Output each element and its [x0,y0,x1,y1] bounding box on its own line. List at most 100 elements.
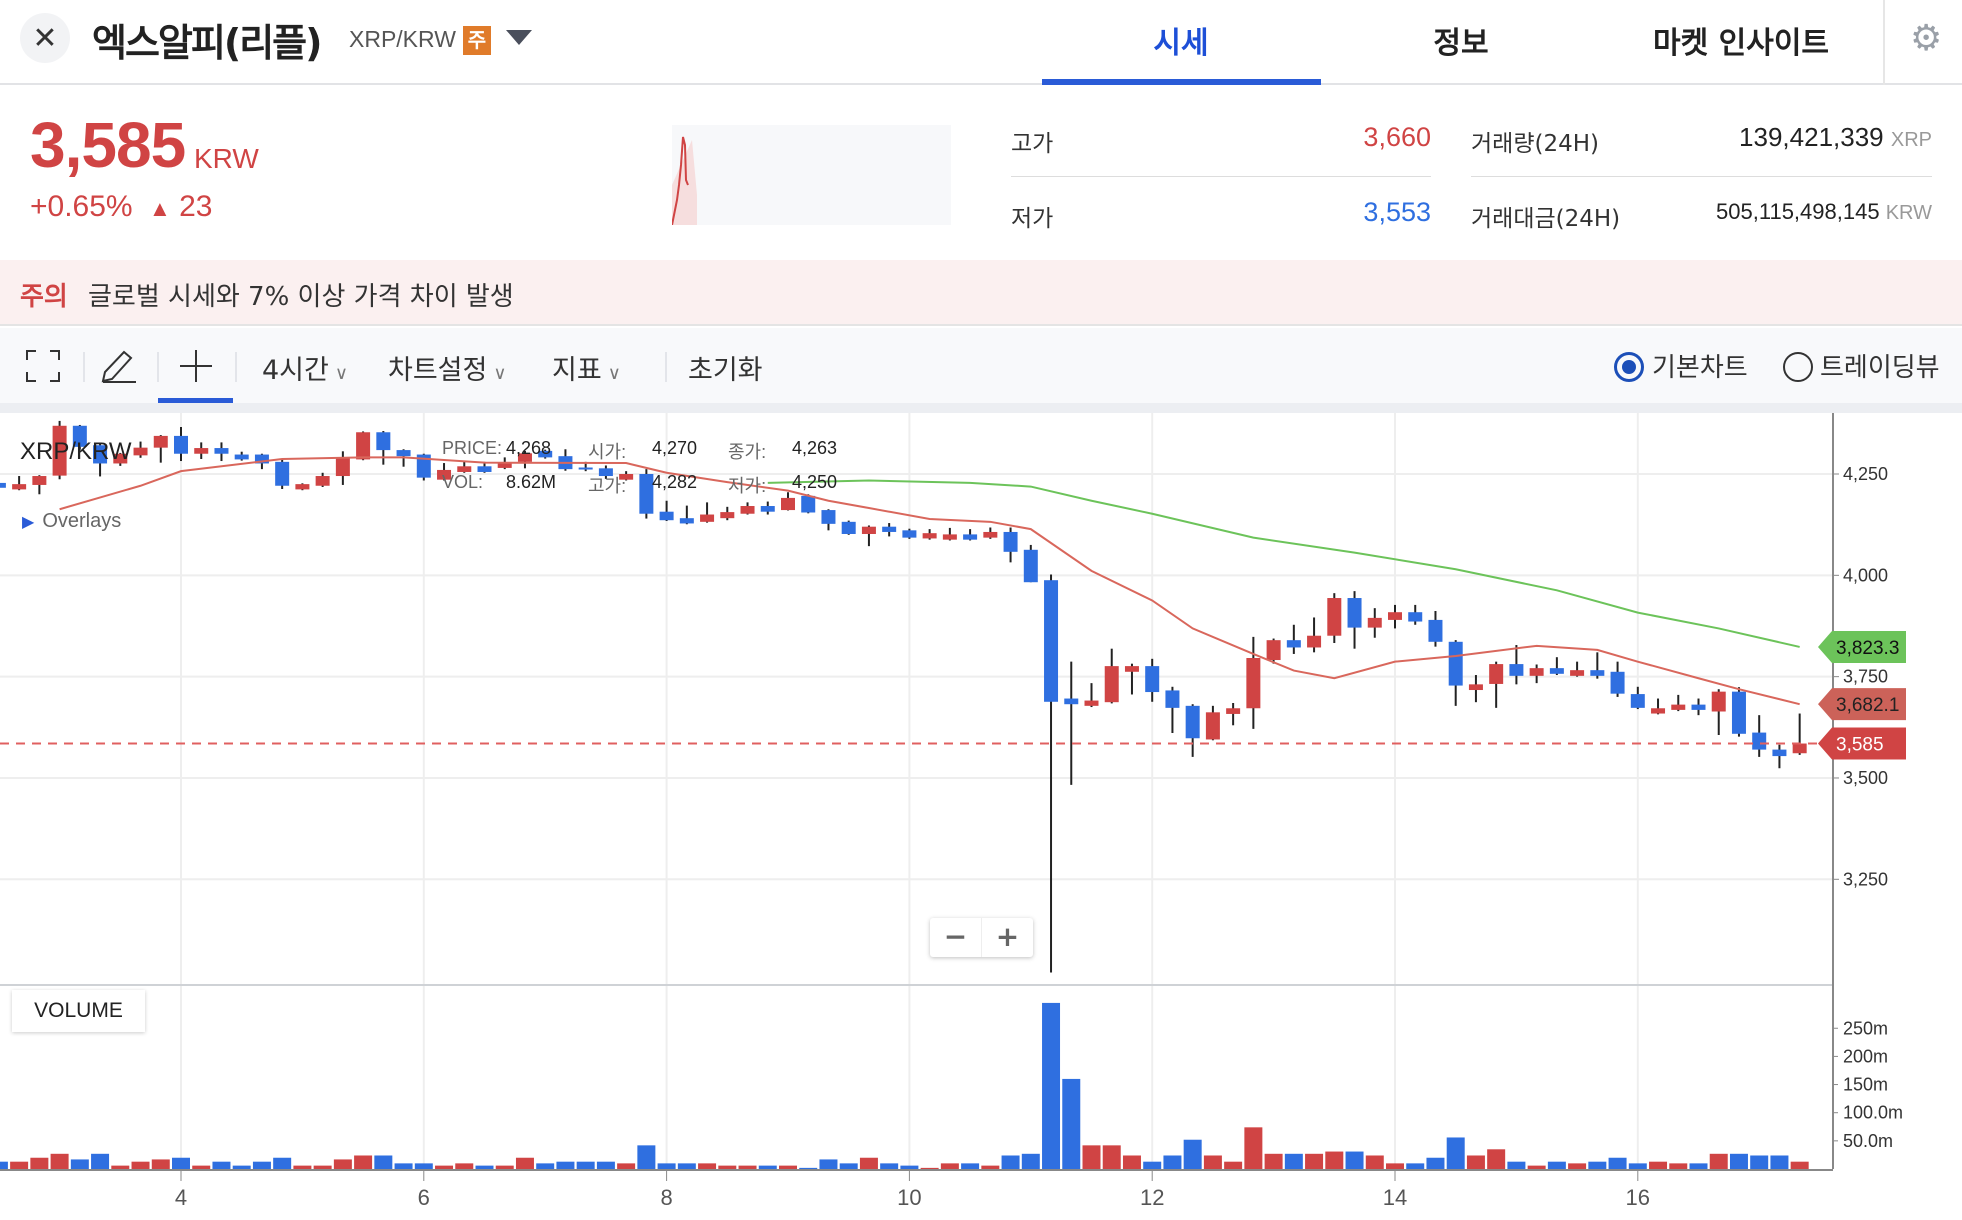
candle-down [760,506,775,512]
candle-down [1347,598,1362,628]
low-label: 저가 [1011,206,1054,232]
volume-number: 139,421,339 [1739,122,1884,152]
x-tick-label: 8 [660,1185,672,1210]
candle-down [1448,641,1463,686]
volume-bar [1183,1139,1202,1169]
zoom-controls: − + [930,918,1033,957]
volume-bar [293,1165,312,1169]
volume-bar [10,1161,29,1169]
volume-tick-label: 150m [1843,1075,1888,1095]
candle-up [1711,691,1726,712]
reset-button[interactable]: 초기화 [688,355,763,386]
volume-bar [30,1157,49,1169]
chevron-down-icon: ∨ [493,363,507,384]
volume-bar [313,1165,332,1169]
volume-bar [515,1157,534,1169]
volume-bar [1750,1155,1769,1169]
candle-down [1145,666,1160,693]
zoom-in-button[interactable]: + [995,920,1020,953]
volume-24h-label: 거래량(24H) [1471,131,1599,157]
ma-last-value-label-bg [1818,630,1906,663]
candle-up [113,453,128,464]
divider [157,352,159,382]
tooltip-close-key: 종가: [728,442,767,462]
tooltip-close-value: 4,263 [792,438,838,458]
radio-tradingview-label[interactable]: 트레이딩뷰 [1820,353,1940,383]
volume-bar [698,1163,717,1169]
volume-bar [192,1165,211,1169]
volume-bar [1102,1145,1121,1169]
volume-bar [738,1165,757,1169]
high-value: 3,660 [1363,122,1431,152]
divider [1011,176,1431,177]
change-percent: +0.65% [30,190,133,223]
moving-average-line [59,456,1800,706]
radio-basic-chart[interactable] [1614,352,1644,382]
divider [1471,176,1932,177]
volume-bar [495,1165,514,1169]
interval-dropdown[interactable]: 4시간 ∨ [262,348,348,387]
volume-bar [172,1157,190,1169]
tooltip-price-key: PRICE: [442,438,503,458]
chart-pair-label: XRP/KRW [20,438,132,465]
candle-up [356,432,371,460]
volume-bar [1790,1161,1809,1169]
current-price-label: 3,585 [1836,735,1884,756]
radio-tradingview[interactable] [1783,352,1813,382]
volume-bar [1082,1145,1101,1169]
ma-last-value-label-bg [1818,688,1906,721]
turnover-24h-label: 거래대금(24H) [1471,206,1621,232]
tooltip-high-key: 고가: [588,476,627,496]
volume-bar [455,1163,474,1169]
candle-down [1630,694,1645,708]
turnover-number: 505,115,498,145 [1716,199,1880,224]
pencil-icon[interactable] [100,348,138,384]
indicators-dropdown[interactable]: 지표 ∨ [552,348,621,387]
candle-down [1044,580,1059,702]
volume-bar [1122,1155,1141,1169]
radio-basic-chart-label[interactable]: 기본차트 [1652,353,1748,383]
gear-icon[interactable]: ⚙ [1910,18,1943,59]
volume-bar [1709,1153,1728,1169]
current-price: 3,585 [30,109,186,181]
candle-up [781,497,795,511]
price-chart[interactable]: 3,250 3,500 3,750 4,000 4,250 4 6 8 10 12 14 16 250m… [0,413,1962,1220]
x-tick-label: 10 [897,1185,921,1210]
candle-down [1610,671,1625,694]
indicators-label: 지표 [552,355,602,386]
zoom-out-button[interactable]: − [930,918,982,957]
candle-up [942,534,957,540]
fullscreen-icon[interactable] [26,350,60,382]
candle-up [1671,704,1686,710]
chevron-down-icon: ∨ [607,363,621,384]
candle-up [194,448,209,454]
x-tick-label: 4 [175,1185,187,1210]
axes: 3,250 3,500 3,750 4,000 4,250 4 6 8 10 12 14 16 250m… [0,413,1906,1210]
tab-market-insight[interactable]: 마켓 인사이트 [1652,26,1830,61]
volume-bar [1365,1155,1384,1169]
candle-up [922,533,937,539]
candle-down [639,474,654,514]
crosshair-icon[interactable] [178,348,214,384]
caret-right-icon: ▶ [22,514,35,531]
volume-bar [1568,1163,1587,1169]
caution-badge: 주 [463,26,491,55]
close-button[interactable]: ✕ [20,13,70,63]
candle-down [72,425,87,447]
overlays-toggle[interactable]: ▶ Overlays [22,510,121,533]
candle-down [234,454,249,460]
candle-up [437,469,452,480]
active-tab-indicator [1042,79,1321,85]
volume-bar [1669,1163,1688,1169]
tab-price[interactable]: 시세 [1153,26,1209,61]
volume-bar [1001,1155,1020,1169]
divider [0,403,1962,413]
tab-info[interactable]: 정보 [1433,26,1489,61]
volume-tick-label: 50.0m [1843,1131,1893,1151]
coin-dropdown-icon[interactable] [506,30,532,45]
candle-down [1549,668,1564,674]
candle-down [396,450,411,457]
chart-settings-dropdown[interactable]: 차트설정 ∨ [388,348,507,387]
candle-down [902,530,917,538]
candle-down [1731,691,1746,734]
